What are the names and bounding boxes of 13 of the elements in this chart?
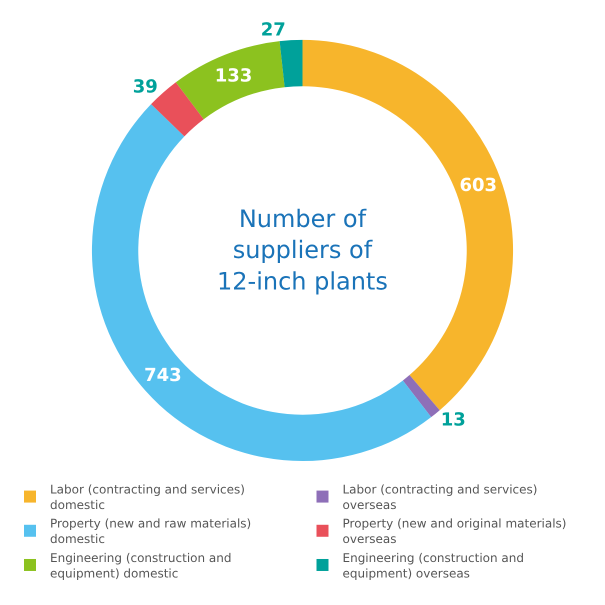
data-label: 13 [440, 410, 466, 431]
legend-label: Engineering (construction and equipment) overseas [342, 550, 524, 580]
legend-label: Labor (contracting and services) domestic [50, 482, 245, 512]
legend-label: Labor (contracting and services) overseas [342, 482, 538, 512]
text: Number of suppliers of 12-inch plants [217, 205, 388, 296]
legend-label: Engineering (construction and equipment) domestic [50, 550, 232, 580]
data-label: 27 [260, 19, 286, 40]
data-label: 743 [144, 364, 182, 386]
data-label: 133 [214, 66, 252, 87]
data-label: 39 [132, 76, 158, 98]
data-label: 603 [459, 174, 498, 196]
legend-label: Property (new and original materials) overseas [342, 516, 566, 546]
legend-label: Property (new and raw materials) domestic [50, 516, 252, 546]
